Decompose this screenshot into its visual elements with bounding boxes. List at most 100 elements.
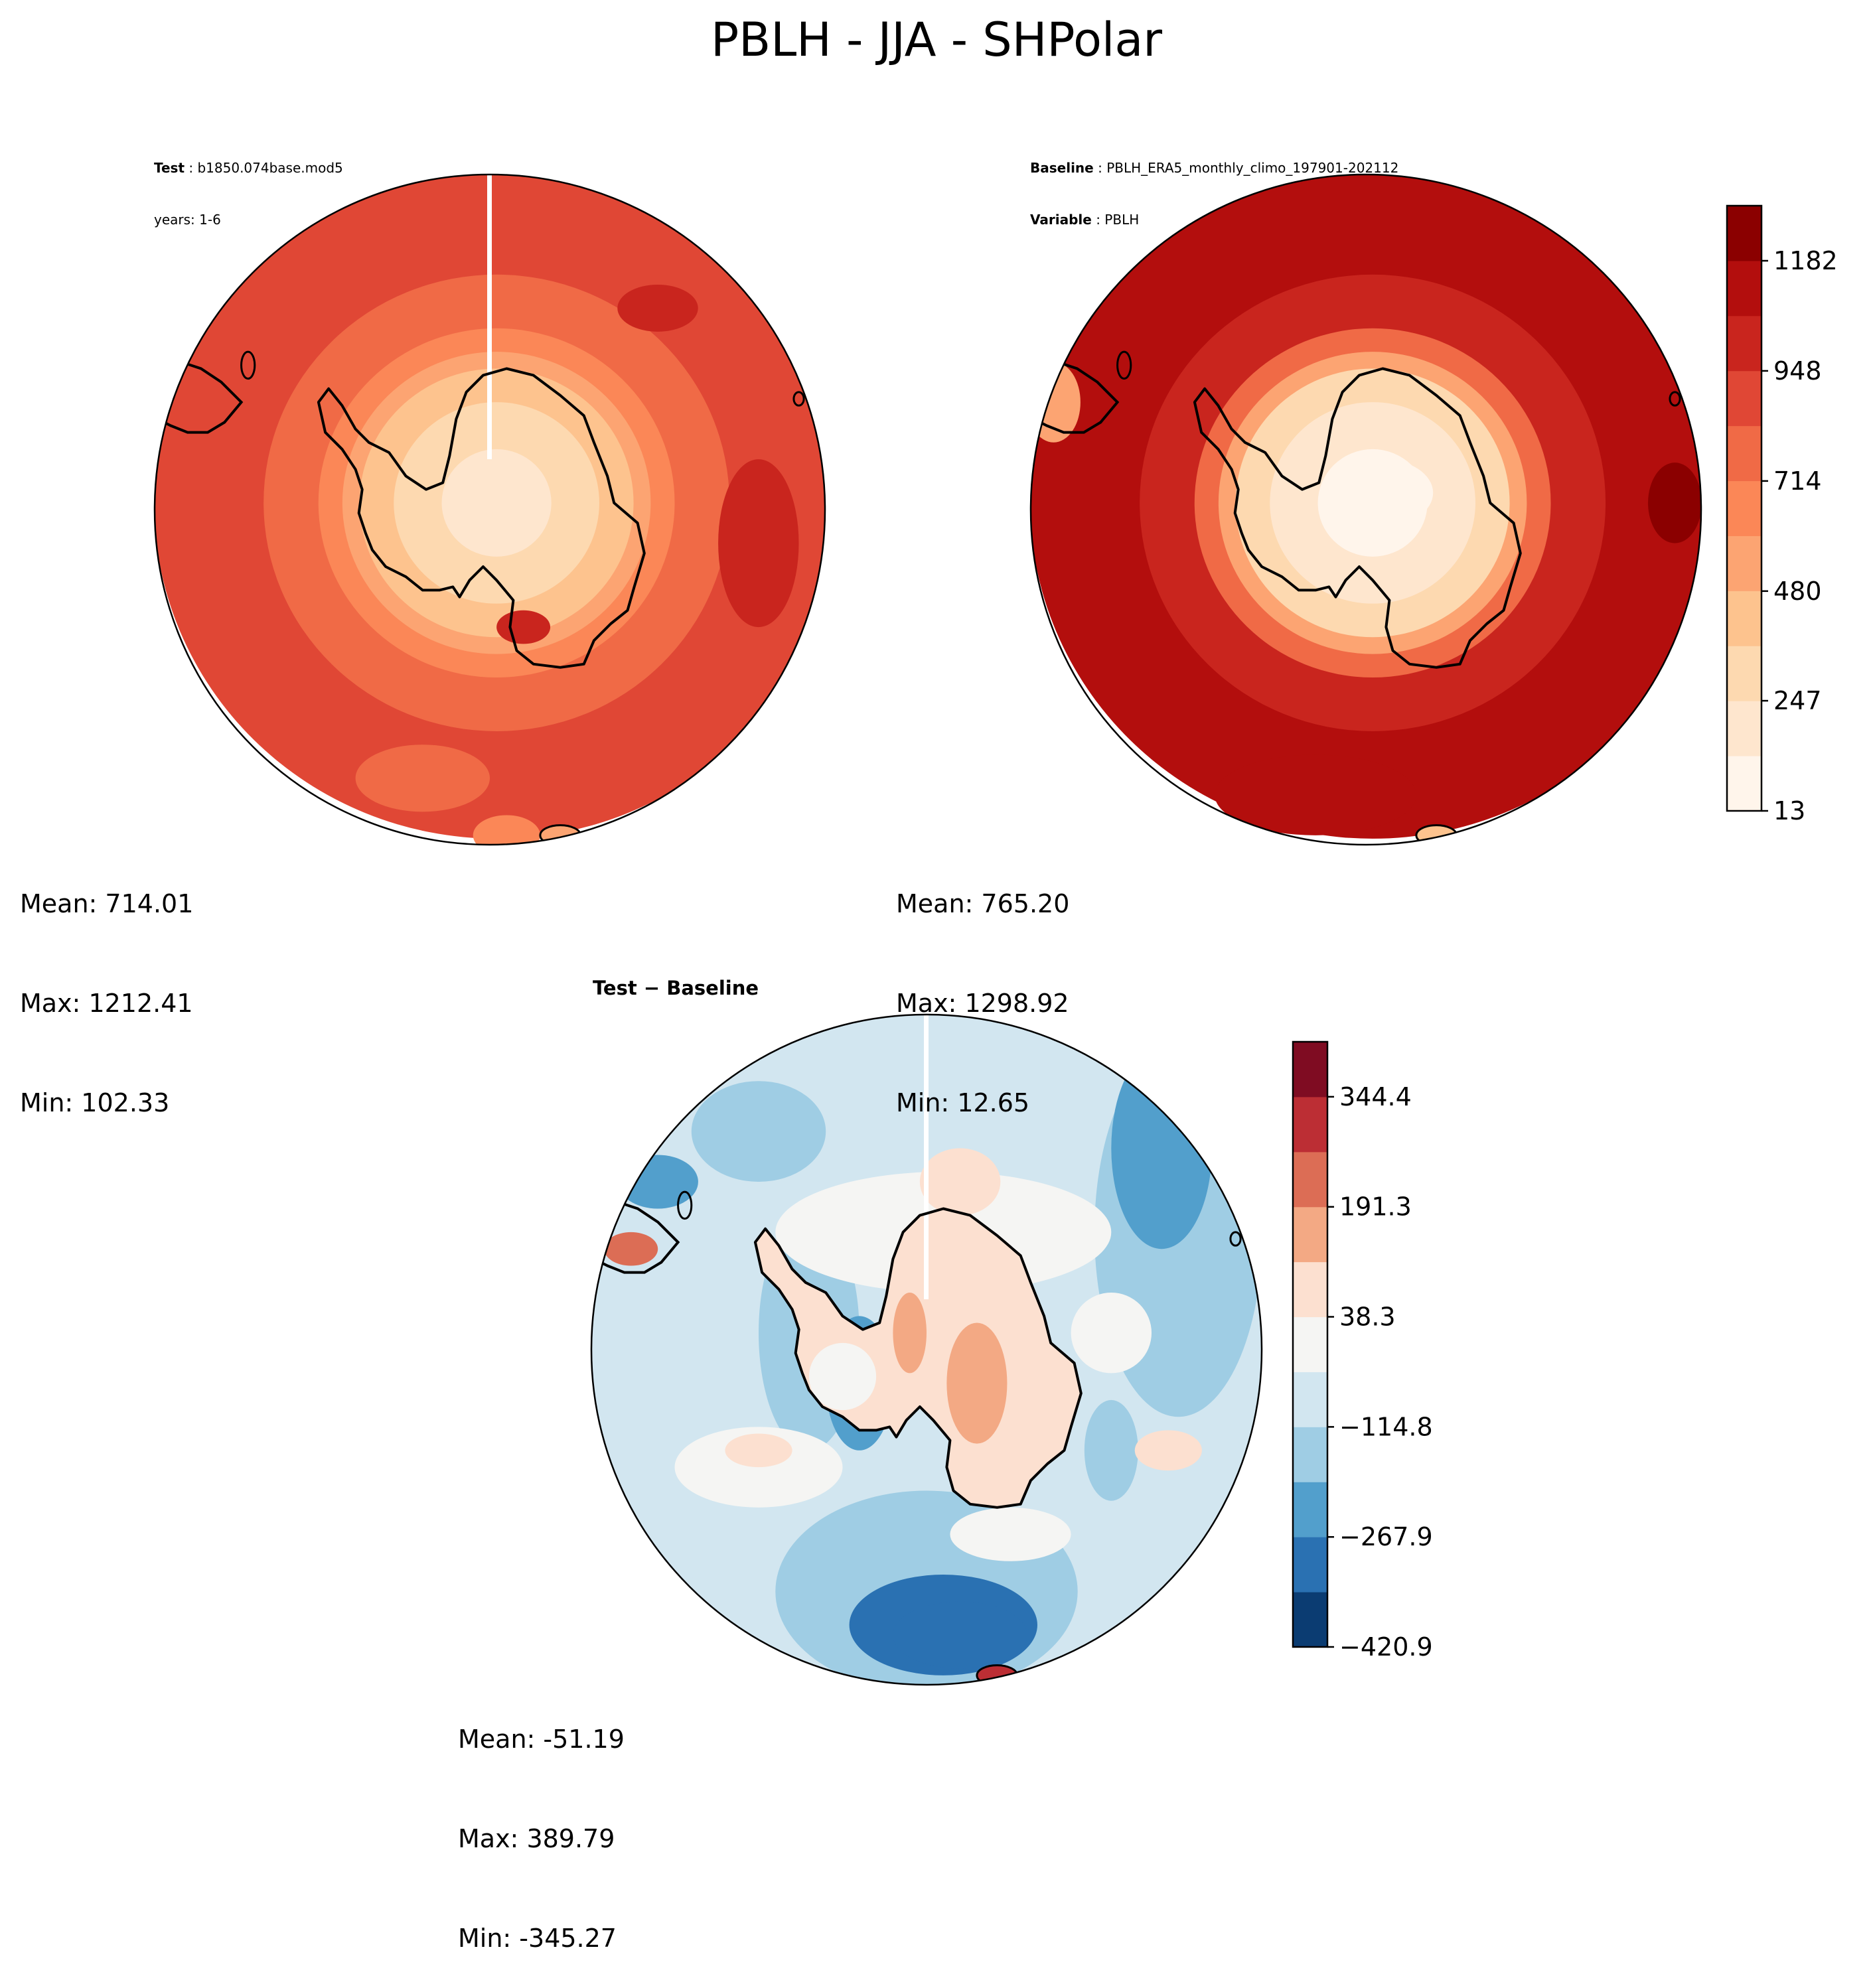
colorbar-frame	[1726, 204, 1763, 812]
colorbar-tick-label: 1182	[1773, 246, 1838, 275]
baseline-map	[1029, 173, 1702, 846]
colorbar-tick-label: 948	[1773, 356, 1822, 386]
antarctica-coastline	[317, 367, 646, 669]
test-max: Max: 1212.41	[20, 989, 193, 1018]
antarctica-coastline	[1193, 367, 1522, 669]
test-header-sep: :	[185, 160, 198, 176]
colorbar-segment-1	[1727, 701, 1761, 756]
colorbar-tick-label: −114.8	[1339, 1412, 1433, 1441]
colorbar-tick-label: 38.3	[1339, 1303, 1396, 1332]
antarctica-strong-positive	[893, 1292, 927, 1374]
colorbar-segment-2	[1293, 1482, 1327, 1537]
contour-patch-7	[617, 1155, 698, 1209]
island-coastline	[240, 350, 256, 380]
test-header-case: b1850.074base.mod5	[197, 160, 343, 176]
contour-patch-2	[1215, 754, 1416, 835]
test-header-years: years: 1-6	[154, 212, 221, 228]
colorbar-segment-5	[1293, 1316, 1327, 1372]
figure-title: PBLH - JJA - SHPolar	[710, 13, 1163, 67]
baseline-stats: Mean: 765.20 Max: 1298.92 Min: 12.65	[896, 821, 1069, 1153]
colorbar-tick-label: 191.3	[1339, 1192, 1412, 1222]
field-layer	[155, 175, 825, 845]
contour-patch-5	[1111, 1047, 1213, 1249]
difference-min: Min: -345.27	[458, 1924, 617, 1953]
contour-band-6	[441, 449, 552, 557]
contour-patch-17	[1071, 1292, 1152, 1374]
map-boundary	[590, 1013, 1263, 1686]
baseline-colorbar: 13 247 480 714 948 1182	[1726, 204, 1838, 825]
island-coastline	[792, 391, 805, 407]
antarctica-near-zero	[808, 1342, 877, 1411]
colorbar-segment-6	[1727, 425, 1761, 482]
contour-patch-15	[725, 1433, 792, 1468]
difference-max: Max: 389.79	[458, 1824, 615, 1853]
colorbar-segment-0	[1293, 1592, 1327, 1648]
colorbar-segment-4	[1293, 1372, 1327, 1427]
south-america-positive	[604, 1232, 658, 1266]
island-coastline	[1116, 350, 1132, 380]
antarctica-coastline	[753, 1207, 1083, 1509]
colorbar-segment-7	[1293, 1206, 1327, 1263]
new-zealand-coastline	[976, 1664, 1019, 1685]
baseline-mean: Mean: 765.20	[896, 889, 1070, 918]
contour-patch-3	[1332, 459, 1434, 527]
difference-mean: Mean: -51.19	[458, 1725, 625, 1754]
contour-patch-16	[1134, 1430, 1202, 1471]
difference-stats: Mean: -51.19 Max: 389.79 Min: -345.27	[458, 1656, 625, 1988]
colorbar-segment-3	[1293, 1427, 1327, 1482]
test-mean: Mean: 714.01	[20, 889, 194, 918]
contour-patch-1	[718, 459, 799, 628]
difference-panel-header: Test − Baseline	[593, 977, 759, 999]
test-map	[153, 173, 826, 846]
contour-patch-1	[1031, 362, 1081, 443]
contour-patch-4	[496, 610, 551, 644]
colorbar-segment-8	[1727, 315, 1761, 372]
dateline-seam	[924, 1015, 929, 1300]
contour-patch-3	[893, 1601, 1027, 1669]
antarctica-strong-positive	[946, 1322, 1008, 1444]
map-boundary	[1029, 173, 1702, 846]
test-stats: Mean: 714.01 Max: 1212.41 Min: 102.33	[20, 821, 193, 1153]
colorbar-segment-4	[1727, 535, 1761, 591]
colorbar-segment-7	[1727, 370, 1761, 427]
new-zealand-coastline	[539, 824, 582, 845]
contour-patch-0	[1648, 462, 1701, 543]
colorbar-segment-5	[1727, 480, 1761, 536]
baseline-header-label: Baseline	[1030, 160, 1094, 176]
contour-patch-13	[950, 1507, 1071, 1561]
test-header-label: Test	[154, 160, 185, 176]
test-min: Min: 102.33	[20, 1088, 170, 1117]
contour-patch-12	[919, 1148, 1001, 1216]
baseline-min: Min: 12.65	[896, 1088, 1030, 1117]
field-layer	[1031, 175, 1701, 845]
dateline-seam	[487, 175, 492, 460]
colorbar-segment-3	[1727, 591, 1761, 646]
variable-header-label: Variable	[1030, 212, 1092, 228]
colorbar-tick-label: 480	[1773, 577, 1822, 606]
colorbar-segment-2	[1727, 646, 1761, 701]
island-coastline	[1229, 1231, 1242, 1247]
island-coastline	[677, 1190, 693, 1220]
colorbar-segment-10	[1727, 206, 1761, 261]
contour-patch-6	[691, 1081, 826, 1182]
colorbar-segment-9	[1293, 1096, 1327, 1153]
baseline-max: Max: 1298.92	[896, 989, 1069, 1018]
colorbar-frame	[1292, 1040, 1329, 1648]
colorbar-segment-10	[1293, 1042, 1327, 1098]
contour-patch-3	[473, 815, 540, 845]
difference-header-label: Test − Baseline	[593, 977, 759, 999]
colorbar-tick-label: −420.9	[1339, 1632, 1433, 1662]
contour-patch-0	[617, 284, 698, 332]
colorbar-tick-label: −267.9	[1339, 1522, 1433, 1551]
colorbar-tick-label: 247	[1773, 686, 1822, 715]
colorbar-segment-1	[1293, 1537, 1327, 1593]
colorbar-tick-label: 714	[1773, 466, 1822, 496]
colorbar-segment-6	[1293, 1261, 1327, 1318]
baseline-panel-header: Baseline : PBLH_ERA5_monthly_climo_19790…	[1030, 125, 1398, 246]
baseline-header-sep: :	[1093, 160, 1107, 176]
contour-patch-2	[355, 745, 490, 812]
baseline-header-case: PBLH_ERA5_monthly_climo_197901-202112	[1106, 160, 1399, 176]
colorbar-segment-9	[1727, 260, 1761, 317]
difference-map	[590, 1013, 1263, 1686]
field-layer	[591, 1015, 1262, 1685]
